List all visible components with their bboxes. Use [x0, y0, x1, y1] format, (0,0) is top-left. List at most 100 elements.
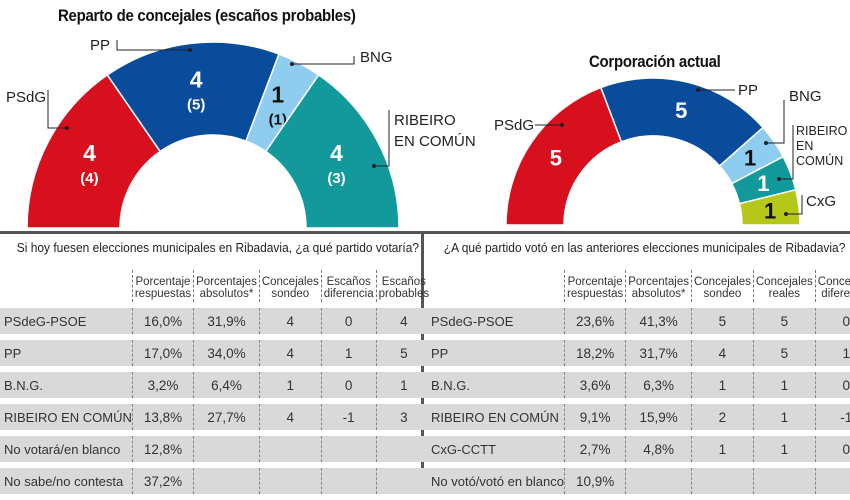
table-cell: 6,4% [193, 372, 259, 398]
table-cell: 16,0% [131, 308, 194, 334]
leader-dots [65, 48, 788, 216]
table-cell: 4 [258, 308, 321, 334]
table-cell: 0 [320, 372, 376, 398]
table-cell: 37,2% [131, 468, 194, 494]
row-label: No votará/en blanco [0, 436, 132, 462]
table-row: No votó/votó en blanco 10,9% [427, 468, 850, 494]
row-label: B.N.G. [0, 372, 132, 398]
column-header: Escaños diferencia [320, 270, 376, 302]
table-cell: 0 [814, 436, 850, 462]
table-row: PSdeG-PSOE 23,6% 41,3% 5 5 0 [427, 308, 850, 334]
table-cell: 34,0% [193, 340, 259, 366]
table-cell: 1 [752, 372, 815, 398]
table-cell: 2,7% [563, 436, 626, 462]
column-header: Porcentaje respuestas [563, 270, 625, 302]
leader-lines [47, 40, 803, 215]
table-cell: 1 [320, 340, 376, 366]
table-cell: 0 [814, 308, 850, 334]
table-cell [814, 468, 850, 494]
row-label: PP [427, 340, 564, 366]
table-cell: 17,0% [131, 340, 194, 366]
row-label: B.N.G. [427, 372, 564, 398]
label-bng-right: BNG [789, 88, 822, 105]
label-ribeiro-left-2: EN COMÚN [394, 133, 476, 150]
seat-count: 4 [190, 67, 203, 93]
seat-previous: (4) [80, 170, 98, 187]
seat-count: 1 [744, 146, 756, 171]
table-cell: 3,6% [563, 372, 626, 398]
table-row: PP 18,2% 31,7% 4 5 1 [427, 340, 850, 366]
table-cell: 4 [258, 404, 321, 430]
label-bng-left: BNG [360, 49, 393, 66]
row-label: CxG-CCTT [427, 436, 564, 462]
table-header-row: Porcentaje respuestas Porcentajes absolut… [0, 270, 431, 302]
table-cell: 3,2% [131, 372, 194, 398]
column-header [0, 270, 132, 302]
table-cell: 2 [690, 404, 753, 430]
table-cell: 23,6% [563, 308, 626, 334]
previous-vote-table: ¿A qué partido votó en las anteriores el… [427, 236, 850, 500]
label-ribeiro-left-1: RIBEIRO [394, 112, 456, 129]
label-pp-left: PP [90, 37, 110, 54]
seat-arc-cxg [738, 188, 801, 226]
table-cell: 0 [814, 372, 850, 398]
row-label: RIBEIRO EN COMÚN [0, 404, 132, 430]
table-cell: 4 [258, 340, 321, 366]
table-cell: -1 [814, 404, 850, 430]
row-label: RIBEIRO EN COMÚN [427, 404, 564, 430]
column-header: Concejales reales [752, 270, 815, 302]
table-cell: 31,7% [625, 340, 691, 366]
column-header: Concejales diferencia [814, 270, 850, 302]
seat-previous: (1) [269, 111, 287, 128]
table-cell [320, 436, 376, 462]
divider-top-left [0, 231, 421, 234]
table-row: PSdeG-PSOE 16,0% 31,9% 4 0 4 [0, 308, 432, 334]
table-cell: 13,8% [131, 404, 194, 430]
column-header: Porcentajes absolutos* [193, 270, 259, 302]
row-label: PSdeG-PSOE [0, 308, 132, 334]
seat-count: 1 [757, 171, 769, 196]
seat-previous: (3) [327, 170, 345, 187]
row-label: No votó/votó en blanco [427, 468, 564, 494]
table-cell: 6,3% [625, 372, 691, 398]
table-cell: 18,2% [563, 340, 626, 366]
table-cell [258, 436, 321, 462]
table-cell [625, 468, 691, 494]
table-cell: 3 [375, 404, 432, 430]
label-psdg-left: PSdG [6, 89, 46, 106]
row-label: No sabe/no contesta [0, 468, 132, 494]
seat-count: 4 [330, 140, 343, 166]
table-cell: 9,1% [563, 404, 626, 430]
seat-count: 5 [550, 146, 562, 171]
table-row: No sabe/no contesta 37,2% [0, 468, 432, 494]
column-header: Porcentajes absolutos* [625, 270, 691, 302]
table-cell: 4 [690, 340, 753, 366]
table-cell [193, 468, 259, 494]
table-cell: 1 [752, 404, 815, 430]
table-cell: 4,8% [625, 436, 691, 462]
table-cell: 27,7% [193, 404, 259, 430]
poll-table: Si hoy fuesen elecciones municipales en … [0, 236, 432, 500]
table-row: B.N.G. 3,2% 6,4% 1 0 1 [0, 372, 432, 398]
table-cell: 5 [752, 340, 815, 366]
table-cell: 4 [375, 308, 432, 334]
label-psdg-right: PSdG [494, 117, 534, 134]
seat-arc-ribeiro-en-común [264, 73, 400, 229]
column-header [427, 270, 564, 302]
table-cell: 41,3% [625, 308, 691, 334]
table-question: Si hoy fuesen elecciones municipales en … [16, 240, 420, 255]
row-label: PSdeG-PSOE [427, 308, 564, 334]
table-cell: 5 [690, 308, 753, 334]
table-header-row: Porcentaje respuestas Porcentajes absolut… [427, 270, 850, 302]
table-cell: 1 [258, 372, 321, 398]
column-header: Concejales sondeo [258, 270, 321, 302]
table-cell: 1 [375, 372, 432, 398]
label-ribeiro-right-3: COMÚN [796, 153, 843, 168]
chart-title-current: Corporación actual [589, 52, 721, 71]
label-pp-right: PP [738, 82, 758, 99]
column-header: Concejales sondeo [690, 270, 753, 302]
table-cell: 5 [375, 340, 432, 366]
table-cell: 1 [690, 436, 753, 462]
divider-top-right [424, 231, 850, 234]
